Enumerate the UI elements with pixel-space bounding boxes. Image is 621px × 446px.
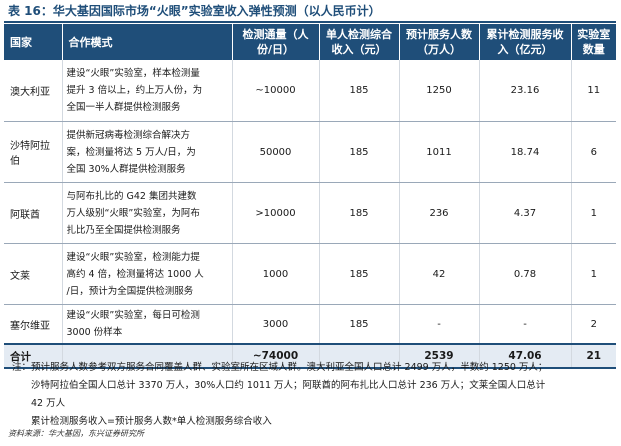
cell-throughput: ~10000	[232, 60, 320, 122]
cell-people: 1250	[399, 60, 480, 122]
note-line: 沙特阿拉伯全国人口总计 3370 万人，30%人口约 1011 万人；阿联酋的阿…	[31, 380, 546, 391]
model-line: 扎比乃至全国提供检测服务	[66, 224, 181, 236]
total-labs: 21	[571, 343, 616, 369]
table-notes: 注：预计服务人数参考双方服务合同覆盖人群、实验室所在区域人群。澳大利亚全国人口总…	[12, 359, 612, 431]
cell-labs: 1	[571, 182, 616, 244]
cell-model: 建设“火眼”实验室，检测能力提 高约 4 倍，检测量将达 1000 人 /日，预…	[62, 243, 233, 305]
model-line: 万人级别“火眼”实验室，为阿布	[66, 207, 200, 219]
cell-income: 185	[319, 243, 400, 305]
cell-people: 42	[399, 243, 480, 305]
col-header-revenue: 累计检测服务收入（亿元）	[479, 24, 572, 60]
cell-country: 塞尔维亚	[4, 304, 63, 345]
table-header-row: 国家 合作模式 检测通量（人份/日） 单人检测综合收入（元） 预计服务人数（万人…	[4, 24, 616, 60]
table-row: 塞尔维亚 建设“火眼”实验室，每日可检测 3000 份样本 3000 185 -…	[4, 304, 616, 345]
total-income	[319, 343, 400, 369]
cell-labs: 2	[571, 304, 616, 345]
table-title: 表 16：华大基因国际市场“火眼”实验室收入弹性预测（以人民币计）	[8, 4, 381, 18]
model-line: 全国一半人群提供检测服务	[66, 102, 181, 113]
cell-revenue: 0.78	[479, 243, 572, 305]
model-line: 建设“火眼”实验室，检测能力提	[66, 251, 200, 263]
total-label: 合计	[4, 343, 63, 369]
table-row: 文莱 建设“火眼”实验室，检测能力提 高约 4 倍，检测量将达 1000 人 /…	[4, 243, 616, 305]
table-row: 澳大利亚 建设“火眼”实验室，样本检测量 提升 3 倍以上，约上万人份，为 全国…	[4, 60, 616, 122]
note-line: 注：预计服务人数参考双方服务合同覆盖人群、实验室所在区域人群。澳大利亚全国人口总…	[12, 362, 548, 373]
cell-model: 与阿布扎比的 G42 集团共建数 万人级别“火眼”实验室，为阿布 扎比乃至全国提…	[62, 182, 233, 244]
col-header-model: 合作模式	[62, 24, 233, 60]
cell-people: -	[399, 304, 480, 345]
cell-throughput: >10000	[232, 182, 320, 244]
cell-income: 185	[319, 304, 400, 345]
model-line: 高约 4 倍，检测量将达 1000 人	[66, 268, 204, 280]
note-line: 42 万人	[31, 398, 66, 409]
total-throughput: ~74000	[232, 343, 320, 369]
cell-country: 文莱	[4, 243, 63, 305]
cell-income: 185	[319, 182, 400, 244]
model-line: 全国 30%人群提供检测服务	[66, 163, 186, 175]
total-revenue: 47.06	[479, 343, 572, 369]
total-model	[62, 343, 233, 369]
source-note: 资料来源：华大基因，东兴证券研究所	[8, 429, 144, 438]
model-line: 提供新冠病毒检测综合解决方	[66, 129, 191, 141]
col-header-income: 单人检测综合收入（元）	[319, 24, 400, 60]
cell-country: 阿联酋	[4, 182, 63, 244]
cell-throughput: 1000	[232, 243, 320, 305]
cell-country: 澳大利亚	[4, 60, 63, 122]
cell-people: 236	[399, 182, 480, 244]
cell-income: 185	[319, 60, 400, 122]
col-header-labs: 实验室数量	[571, 24, 616, 60]
model-line: 建设“火眼”实验室，样本检测量	[66, 68, 200, 79]
model-line: 3000 份样本	[66, 327, 123, 338]
model-line: 与阿布扎比的 G42 集团共建数	[66, 190, 197, 202]
model-line: /日，预计为全国提供检测服务	[66, 285, 194, 297]
title-divider	[4, 21, 616, 23]
col-header-people: 预计服务人数（万人）	[399, 24, 480, 60]
model-line: 建设“火眼”实验室，每日可检测	[66, 310, 200, 321]
cell-revenue: 18.74	[479, 121, 572, 183]
cell-revenue: 23.16	[479, 60, 572, 122]
cell-country: 沙特阿拉伯	[4, 121, 63, 183]
col-header-country: 国家	[4, 24, 63, 60]
cell-income: 185	[319, 121, 400, 183]
cell-throughput: 50000	[232, 121, 320, 183]
total-people: 2539	[399, 343, 480, 369]
cell-labs: 11	[571, 60, 616, 122]
model-line: 提升 3 倍以上，约上万人份，为	[66, 85, 203, 96]
cell-model: 建设“火眼”实验室，样本检测量 提升 3 倍以上，约上万人份，为 全国一半人群提…	[62, 60, 233, 122]
table-row: 沙特阿拉伯 提供新冠病毒检测综合解决方 案，检测量将达 5 万人/日，为 全国 …	[4, 121, 616, 183]
model-line: 案，检测量将达 5 万人/日，为	[66, 146, 196, 158]
cell-model: 提供新冠病毒检测综合解决方 案，检测量将达 5 万人/日，为 全国 30%人群提…	[62, 121, 233, 183]
cell-revenue: 4.37	[479, 182, 572, 244]
cell-labs: 1	[571, 243, 616, 305]
table-row: 阿联酋 与阿布扎比的 G42 集团共建数 万人级别“火眼”实验室，为阿布 扎比乃…	[4, 182, 616, 244]
col-header-throughput: 检测通量（人份/日）	[232, 24, 320, 60]
cell-model: 建设“火眼”实验室，每日可检测 3000 份样本	[62, 304, 233, 345]
forecast-table: 国家 合作模式 检测通量（人份/日） 单人检测综合收入（元） 预计服务人数（万人…	[4, 24, 616, 369]
note-line: 累计检测服务收入=预计服务人数*单人检测服务综合收入	[31, 416, 272, 427]
cell-labs: 6	[571, 121, 616, 183]
cell-throughput: 3000	[232, 304, 320, 345]
cell-people: 1011	[399, 121, 480, 183]
cell-revenue: -	[479, 304, 572, 345]
total-row: 合计 ~74000 2539 47.06 21	[4, 343, 616, 369]
